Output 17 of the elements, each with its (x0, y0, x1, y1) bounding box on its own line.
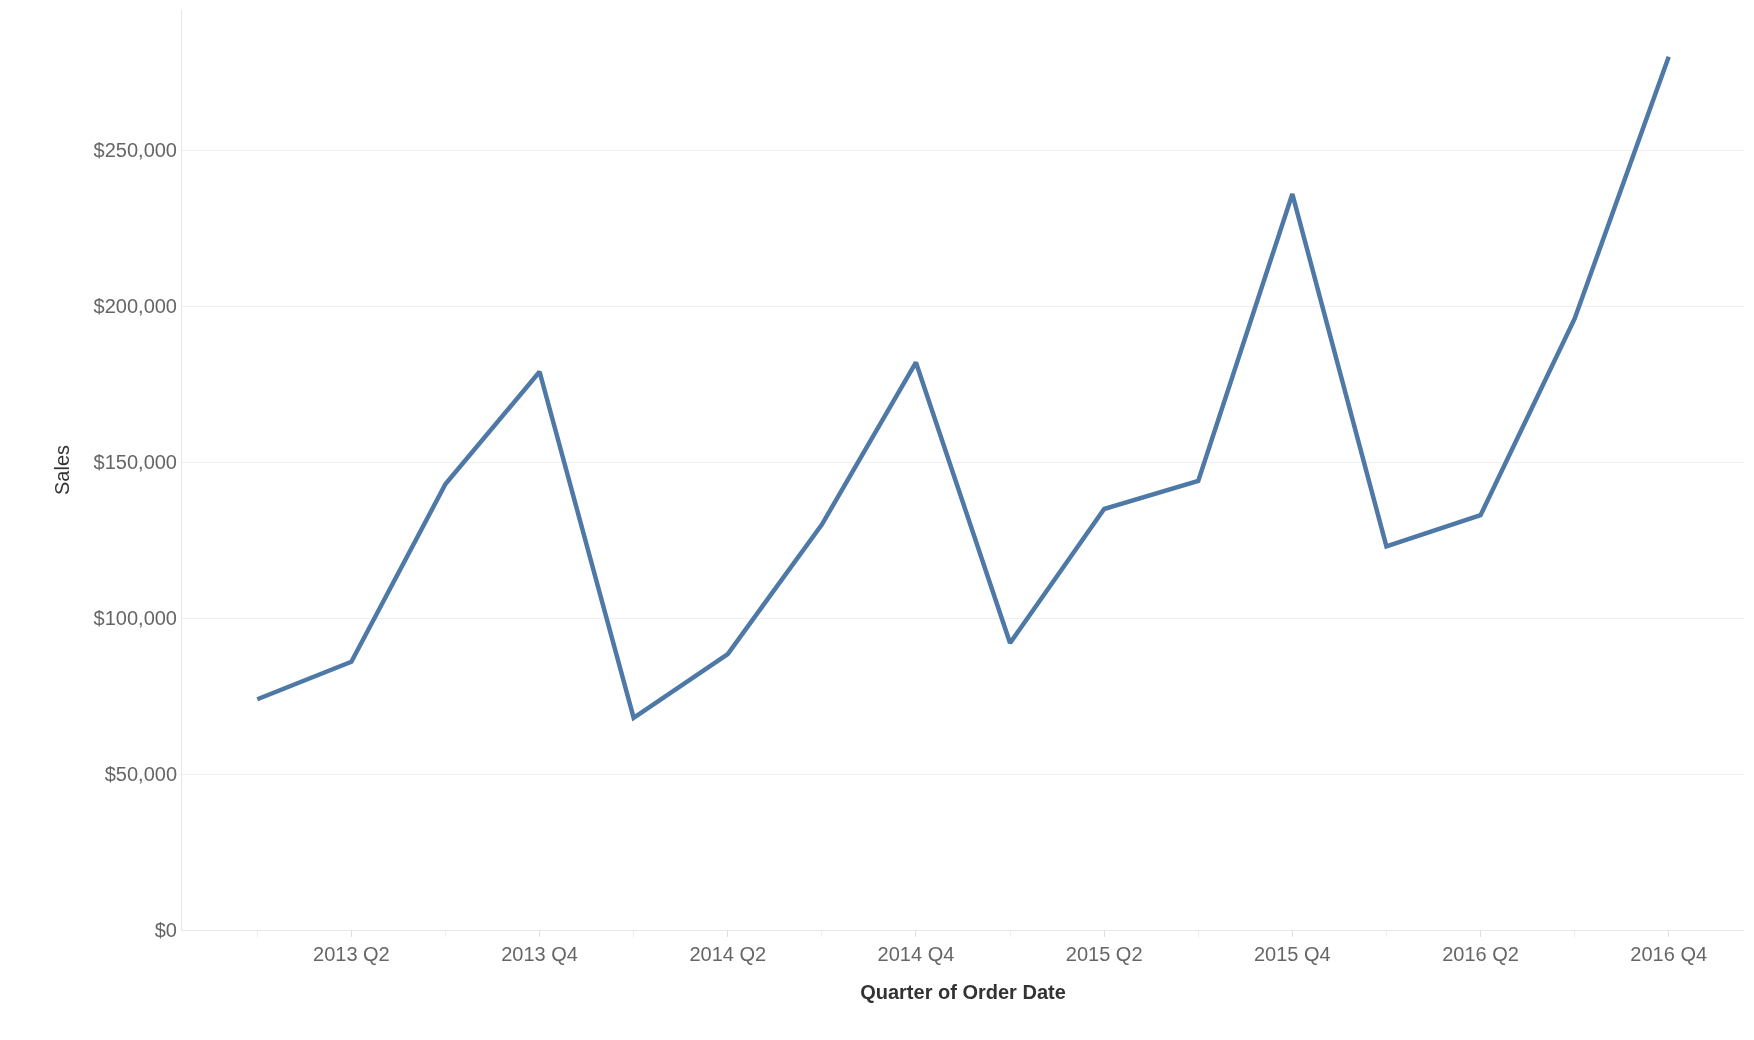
y-tick-label: $100,000 (93, 607, 177, 630)
x-tick-label: 2013 Q2 (313, 943, 390, 965)
y-axis-title: Sales (51, 444, 74, 496)
x-tick-label: 2015 Q4 (1253, 943, 1331, 965)
line-series (255, 54, 1671, 721)
y-tick-label: $200,000 (93, 295, 177, 318)
x-tick-label: 2016 Q4 (1630, 943, 1708, 965)
y-tick-label: $50,000 (104, 763, 177, 786)
y-tick-label: $150,000 (93, 451, 177, 474)
x-axis-title: Quarter of Order Date (860, 980, 1066, 1003)
y-tick-label: $250,000 (93, 139, 177, 162)
x-tick-label: 2015 Q2 (1065, 943, 1143, 965)
x-tick-label: 2016 Q2 (1442, 943, 1519, 965)
x-tick-label: 2014 Q2 (689, 943, 767, 965)
y-tick-label: $0 (154, 919, 177, 941)
x-tick-label: 2013 Q4 (501, 943, 578, 965)
x-tick-label: 2014 Q4 (877, 943, 955, 965)
